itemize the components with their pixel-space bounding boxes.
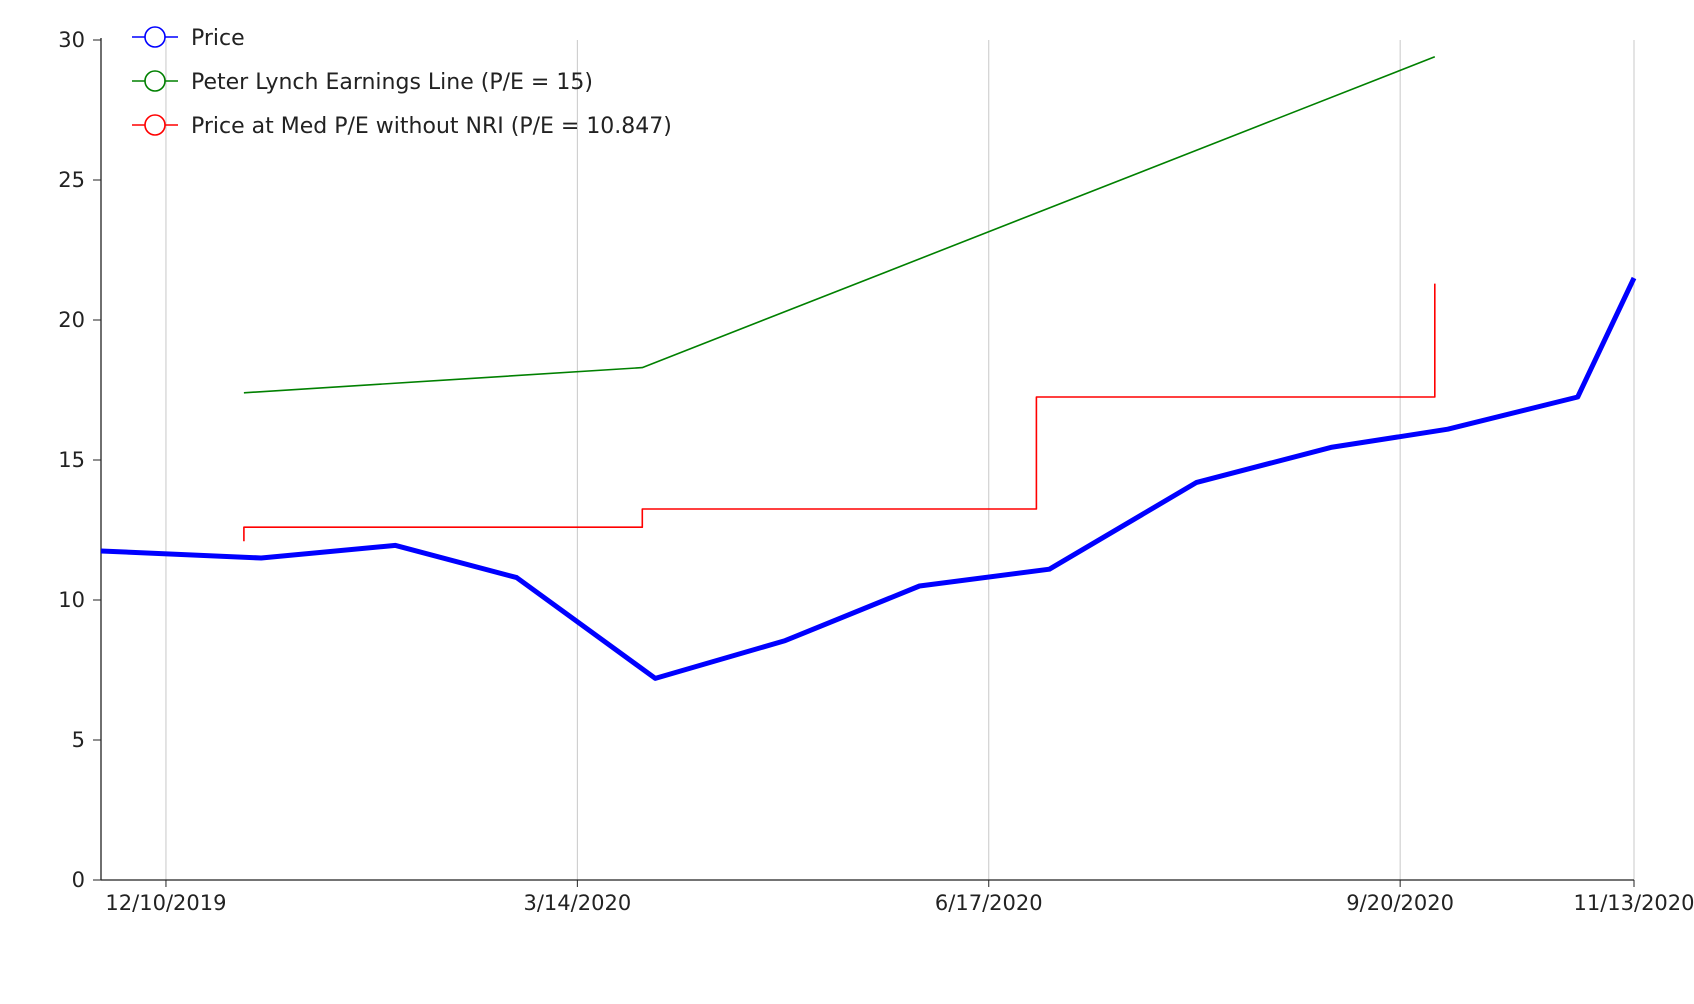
legend-marker-1	[144, 70, 166, 92]
series-line-0	[100, 276, 1637, 681]
y-tick-label: 20	[58, 308, 85, 332]
y-tick-label: 30	[58, 28, 85, 52]
gridlines	[165, 40, 1635, 880]
y-tick-label: 5	[72, 728, 85, 752]
series-line-1	[243, 56, 1436, 394]
x-tick-label: 11/13/2020	[1573, 891, 1694, 915]
y-tick-label: 25	[58, 168, 85, 192]
legend-marker-0	[144, 26, 166, 48]
x-tick-label: 9/20/2020	[1346, 891, 1454, 915]
x-tick-label: 12/10/2019	[105, 891, 226, 915]
axes: 12/10/2019 3/14/2020 6/17/2020 9/20/2020 11/…	[58, 28, 1694, 915]
y-tick-label: 15	[58, 448, 85, 472]
series-line-2	[243, 283, 1436, 542]
legend-marker-2	[144, 114, 166, 136]
series-lines	[100, 56, 1637, 681]
legend-label-1: Peter Lynch Earnings Line (P/E = 15)	[191, 70, 593, 95]
legend-label-0: Price	[191, 26, 245, 51]
x-tick-label: 6/17/2020	[935, 891, 1043, 915]
legend: Price Peter Lynch Earnings Line (P/E = 15…	[132, 26, 672, 139]
x-tick-label: 3/14/2020	[524, 891, 632, 915]
y-tick-label: 10	[58, 588, 85, 612]
y-tick-label: 0	[72, 868, 85, 892]
legend-label-2: Price at Med P/E without NRI (P/E = 10.8…	[191, 114, 672, 139]
